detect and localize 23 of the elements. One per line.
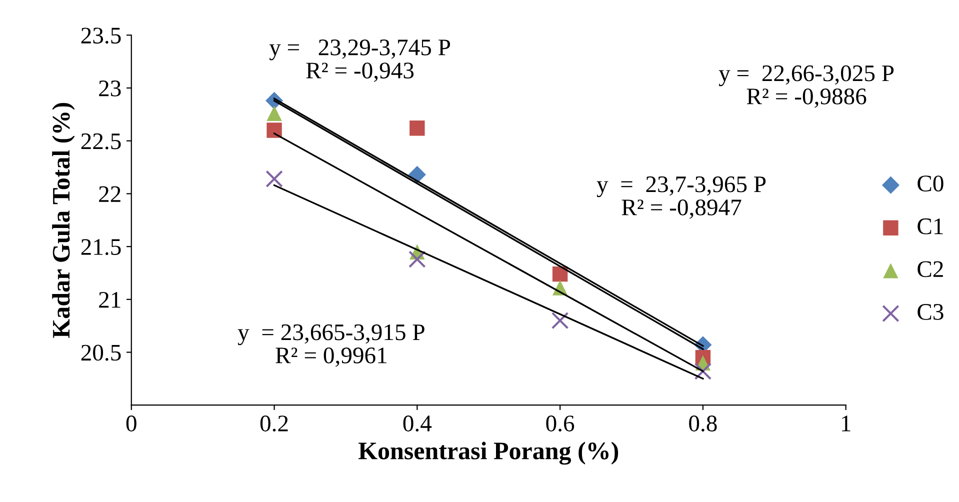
legend-label: C3: [918, 304, 944, 320]
y-tick-label: 23.5: [81, 28, 121, 44]
x-tick-label: 0.6: [546, 416, 574, 432]
y-tick-label: 22: [99, 186, 120, 202]
x-axis-title: Konsentrasi Porang (%): [358, 442, 618, 465]
y-tick-label: 20.5: [81, 344, 121, 361]
legend-label: C0: [918, 176, 944, 192]
y-tick-label: 22.5: [81, 133, 121, 150]
x-tick-label: 0.4: [403, 416, 432, 432]
x-tick-label: 0.8: [689, 416, 717, 432]
annotation: y = 23,29-3,745 P R² = -0,943: [269, 40, 450, 82]
legend-label: C1: [918, 218, 943, 234]
x-tick-label: 0.2: [260, 416, 288, 432]
annotation: y = 23,665-3,915 P R² = 0,9961: [238, 324, 424, 367]
annotation: y = 22,66-3,025 P R² = -0,9886: [718, 65, 894, 108]
y-axis-title: Kadar Gula Total (%): [52, 103, 75, 338]
annotation: y = 23,7-3,965 P R² = -0,8947: [596, 176, 766, 219]
x-tick-label: 1: [842, 416, 850, 432]
y-tick-label: 21: [99, 292, 120, 308]
y-tick-label: 23: [99, 80, 121, 96]
y-tick-label: 21.5: [81, 239, 121, 256]
legend-label: C2: [918, 261, 943, 278]
x-tick-label: 0: [126, 416, 136, 432]
